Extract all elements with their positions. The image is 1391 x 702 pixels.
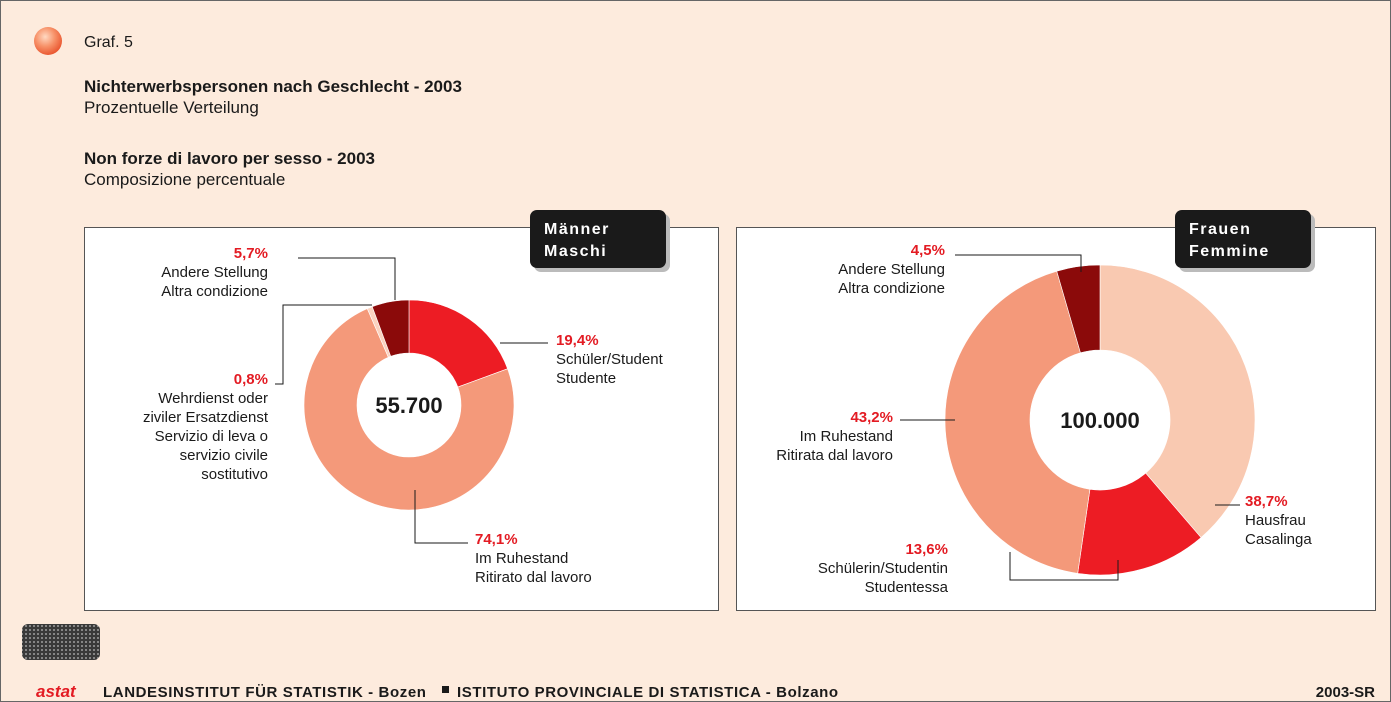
donut-slice xyxy=(303,308,515,511)
chart-title: Männer xyxy=(544,221,610,238)
subtitle-it: Composizione percentuale xyxy=(84,170,285,189)
leader-line xyxy=(1009,552,1119,581)
code: 2003-SR xyxy=(1316,684,1375,701)
category-label: Servizio di leva o xyxy=(155,428,268,445)
title-box xyxy=(530,210,666,268)
value-label: 13,6% xyxy=(905,541,948,558)
value-label: 19,4% xyxy=(556,332,599,349)
center-label: 100.000 xyxy=(1060,408,1140,433)
title-box xyxy=(1175,210,1311,268)
chart-title: Frauen xyxy=(1189,221,1251,238)
donut-slice xyxy=(1056,264,1101,354)
category-label: Wehrdienst oder xyxy=(158,390,268,407)
category-label: Ritirata dal lavoro xyxy=(776,447,893,464)
leader-line xyxy=(298,257,396,300)
value-label: 38,7% xyxy=(1245,493,1288,510)
panel xyxy=(84,227,719,611)
category-label: Im Ruhestand xyxy=(800,428,893,445)
category-label: Altra condizione xyxy=(838,280,945,297)
logo-text: astat xyxy=(36,682,77,701)
category-label: Im Ruhestand xyxy=(475,550,568,567)
chart-title: Maschi xyxy=(544,243,607,260)
bullet-icon xyxy=(34,27,62,55)
category-label: Ritirato dal lavoro xyxy=(475,569,592,586)
category-label: Schülerin/Studentin xyxy=(818,560,948,577)
value-label: 43,2% xyxy=(850,409,893,426)
subtitle-de: Prozentuelle Verteilung xyxy=(84,98,259,117)
leader-line xyxy=(414,490,468,544)
category-label: Hausfrau xyxy=(1245,512,1306,529)
category-label: Andere Stellung xyxy=(838,261,945,278)
separator xyxy=(442,686,449,693)
value-label: 5,7% xyxy=(234,245,268,262)
category-label: Schüler/Student xyxy=(556,351,664,368)
leader-line xyxy=(955,254,1082,272)
donut-slice xyxy=(371,299,410,357)
category-label: Casalinga xyxy=(1245,531,1312,548)
title-it: Non forze di lavoro per sesso - 2003 xyxy=(84,149,375,168)
chart-title: Femmine xyxy=(1189,243,1270,260)
logo-graphic xyxy=(22,624,100,660)
graph-number: Graf. 5 xyxy=(84,34,133,51)
donut-slice xyxy=(944,270,1091,574)
category-label: Andere Stellung xyxy=(161,264,268,281)
category-label: Studente xyxy=(556,370,616,387)
institute-de: LANDESINSTITUT FÜR STATISTIK - Bozen xyxy=(103,684,427,701)
category-label: ziviler Ersatzdienst xyxy=(143,409,269,426)
category-label: Studentessa xyxy=(865,579,949,596)
category-label: sostitutivo xyxy=(201,466,268,483)
category-label: servizio civile xyxy=(180,447,268,464)
value-label: 74,1% xyxy=(475,531,518,548)
value-label: 0,8% xyxy=(234,371,268,388)
leader-line xyxy=(275,304,372,385)
category-label: Altra condizione xyxy=(161,283,268,300)
value-label: 4,5% xyxy=(911,242,945,259)
title-de: Nichterwerbspersonen nach Geschlecht - 2… xyxy=(84,77,462,96)
center-label: 55.700 xyxy=(375,393,442,418)
donut-slice xyxy=(1099,264,1256,538)
institute-it: ISTITUTO PROVINCIALE DI STATISTICA - Bol… xyxy=(457,684,839,701)
